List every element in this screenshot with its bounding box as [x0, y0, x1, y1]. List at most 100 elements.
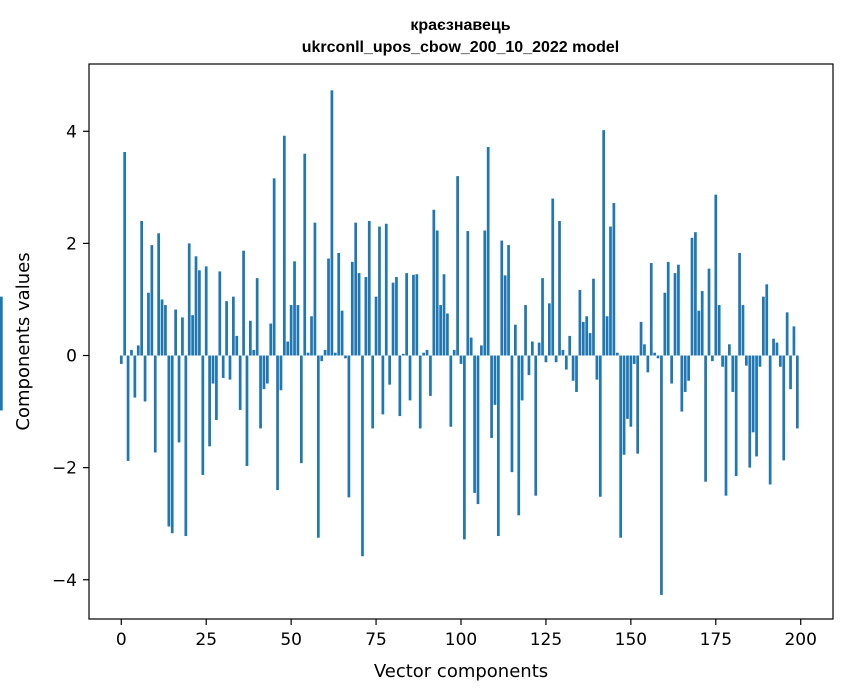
- bar: [174, 309, 177, 356]
- bar: [704, 355, 707, 482]
- y-tick-label: 4: [66, 122, 77, 142]
- bar: [157, 233, 160, 356]
- bar: [164, 305, 167, 356]
- bars-group: [0, 90, 799, 595]
- bar: [622, 355, 626, 455]
- bar: [660, 355, 663, 595]
- bar: [680, 355, 684, 412]
- bar: [296, 305, 300, 356]
- bar: [150, 245, 154, 356]
- bar: [486, 146, 490, 356]
- bar: [598, 355, 602, 497]
- bar: [524, 305, 527, 356]
- bar: [510, 355, 514, 473]
- bar: [388, 355, 392, 385]
- bar: [700, 291, 704, 356]
- bar: [177, 355, 181, 443]
- bar: [677, 264, 680, 356]
- bar: [123, 152, 127, 356]
- bar: [537, 342, 541, 356]
- bar: [605, 316, 609, 356]
- bar: [242, 250, 245, 356]
- bar: [738, 252, 741, 356]
- bar: [279, 355, 283, 391]
- bar: [690, 237, 694, 356]
- bar: [238, 355, 242, 410]
- bar: [408, 355, 412, 401]
- bar: [0, 355, 3, 411]
- bar: [609, 226, 612, 356]
- bar: [276, 355, 279, 491]
- bar: [442, 274, 446, 356]
- bar: [201, 355, 205, 475]
- bar: [327, 258, 330, 356]
- bar: [602, 130, 606, 356]
- bar: [432, 209, 436, 356]
- bar: [578, 289, 582, 356]
- bar: [503, 275, 507, 356]
- bar: [269, 323, 273, 356]
- bar: [333, 352, 337, 356]
- bar: [728, 344, 731, 356]
- bar: [500, 240, 504, 356]
- bar: [575, 355, 578, 392]
- bar: [687, 355, 690, 381]
- x-tick-label: 25: [195, 630, 217, 650]
- bar: [541, 278, 544, 356]
- bar: [215, 355, 218, 420]
- bar: [789, 355, 792, 390]
- bar: [184, 355, 188, 537]
- bar: [588, 333, 592, 356]
- bar: [741, 305, 745, 356]
- bar: [429, 355, 432, 396]
- bar: [497, 355, 500, 537]
- bar: [306, 352, 310, 356]
- bar: [473, 355, 476, 493]
- chart-title: краєзнавець: [410, 17, 510, 34]
- bar: [772, 338, 775, 356]
- bar: [303, 153, 307, 356]
- bar: [724, 355, 728, 496]
- bar: [775, 342, 779, 356]
- bar: [228, 355, 232, 380]
- bar: [476, 355, 480, 505]
- y-tick-label: −4: [52, 571, 77, 591]
- bar: [653, 352, 656, 356]
- bar: [367, 220, 371, 356]
- bar: [266, 355, 269, 384]
- bar: [649, 263, 653, 356]
- bar: [384, 223, 388, 356]
- bar: [520, 355, 524, 401]
- bar: [398, 355, 402, 417]
- x-tick-label: 175: [700, 630, 732, 650]
- bar: [534, 355, 538, 496]
- bar: [554, 355, 558, 363]
- bar: [133, 355, 137, 398]
- y-tick-label: 0: [66, 347, 77, 367]
- bar: [758, 355, 762, 367]
- bar: [561, 349, 565, 356]
- bar: [330, 90, 334, 356]
- bar: [626, 355, 629, 419]
- bar: [490, 355, 493, 438]
- bar: [459, 355, 463, 364]
- bar: [160, 299, 164, 356]
- bar: [581, 321, 585, 356]
- bar: [480, 345, 483, 356]
- bar: [344, 355, 347, 359]
- bar: [463, 355, 466, 540]
- bar: [194, 256, 198, 356]
- bar: [558, 220, 561, 356]
- y-tick-label: −2: [52, 459, 77, 479]
- bar: [731, 355, 735, 392]
- bar: [147, 292, 150, 356]
- bar: [782, 355, 786, 461]
- bar: [235, 335, 239, 356]
- x-tick-label: 100: [445, 630, 477, 650]
- bar: [313, 222, 317, 356]
- bar: [211, 355, 215, 384]
- bar: [255, 278, 259, 356]
- plot-frame: [88, 63, 834, 620]
- bar: [435, 230, 439, 356]
